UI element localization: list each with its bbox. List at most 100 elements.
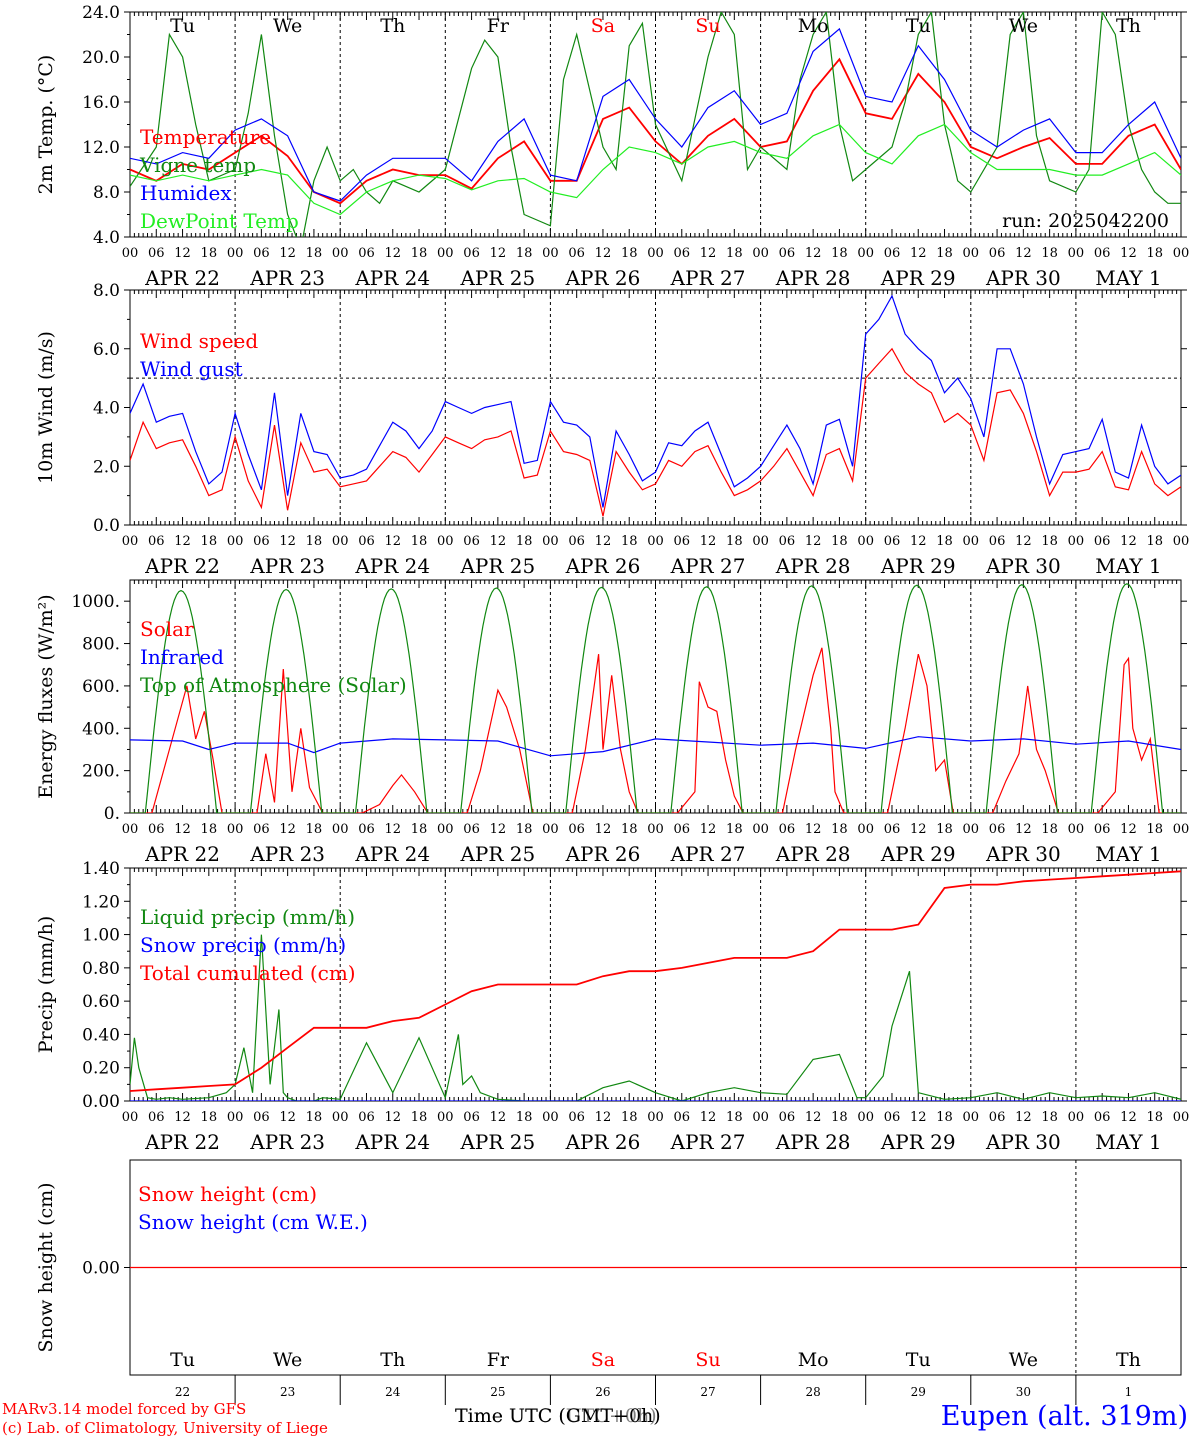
date-label: APR 26 xyxy=(565,1130,641,1154)
y-tick-label: 0.40 xyxy=(82,1025,120,1045)
weekday-label: We xyxy=(1009,15,1038,37)
legend-entry: Liquid precip (mm/h) xyxy=(140,905,355,929)
hour-tick-label: 00 xyxy=(857,822,874,837)
y-tick-label: 1.00 xyxy=(82,926,120,946)
hour-tick-label: 00 xyxy=(647,822,664,837)
hour-tick-label: 18 xyxy=(306,1110,323,1125)
series-line-3 xyxy=(130,870,1181,1092)
hour-tick-label: 12 xyxy=(910,822,927,837)
date-label: APR 25 xyxy=(459,554,535,578)
hour-tick-label: 12 xyxy=(279,822,296,837)
hour-tick-label: 06 xyxy=(989,822,1006,837)
y-tick-label: 6.0 xyxy=(93,340,120,360)
hour-tick-label: 18 xyxy=(411,1110,428,1125)
hour-tick-label: 18 xyxy=(621,1110,638,1125)
y-tick-label: 8.0 xyxy=(93,281,120,301)
hour-tick-label: 06 xyxy=(253,1110,270,1125)
legend-entry: Top of Atmosphere (Solar) xyxy=(140,673,407,697)
date-label: APR 28 xyxy=(775,1130,851,1154)
hour-tick-label: 12 xyxy=(490,1110,507,1125)
y-tick-label: 1.40 xyxy=(82,859,120,879)
hour-tick-label: 18 xyxy=(516,246,533,261)
hour-tick-label: 06 xyxy=(358,1110,375,1125)
hour-tick-label: 00 xyxy=(1068,822,1085,837)
hour-tick-label: 06 xyxy=(884,246,901,261)
hour-tick-label: 00 xyxy=(963,822,980,837)
date-label: APR 24 xyxy=(354,1130,430,1154)
hour-tick-label: 12 xyxy=(174,246,191,261)
hour-tick-label: 12 xyxy=(1120,822,1137,837)
x-axis-label-overlay: Time UTC (UTC+0h) xyxy=(455,1405,657,1427)
hour-tick-label: 18 xyxy=(726,534,743,549)
hour-tick-label: 06 xyxy=(779,534,796,549)
hour-tick-label: 18 xyxy=(1041,1110,1058,1125)
legend-entry: Total cumulated (cm) xyxy=(140,961,356,985)
hour-tick-label: 12 xyxy=(805,822,822,837)
hour-tick-label: 06 xyxy=(463,246,480,261)
weekday-label: Tu xyxy=(170,15,195,37)
date-label: APR 22 xyxy=(144,266,220,290)
hour-tick-label: 00 xyxy=(752,246,769,261)
y-axis-label: 10m Wind (m/s) xyxy=(35,331,57,484)
hour-tick-label: 00 xyxy=(963,246,980,261)
hour-tick-label: 12 xyxy=(384,1110,401,1125)
y-axis-label: Precip (mm/h) xyxy=(35,916,57,1054)
hour-tick-label: 06 xyxy=(884,1110,901,1125)
legend-entry: Wind gust xyxy=(140,357,243,381)
hour-tick-label: 12 xyxy=(174,534,191,549)
weekday-label: Tu xyxy=(906,15,931,37)
y-tick-label: 0.0 xyxy=(93,516,120,536)
weekday-label: Mo xyxy=(798,15,829,37)
hour-tick-label: 00 xyxy=(227,822,244,837)
hour-tick-label: 18 xyxy=(306,246,323,261)
hour-tick-label: 18 xyxy=(1146,822,1163,837)
hour-tick-label: 12 xyxy=(279,1110,296,1125)
panel-2: 00 06 12 18 00 06 12 18 00 06 12 18 00 06 12 18 00 06 12 18… xyxy=(35,281,1189,578)
series-line-1 xyxy=(130,934,1181,1101)
hour-tick-label: 00 xyxy=(752,1110,769,1125)
weekday-label: Fr xyxy=(487,15,510,37)
date-label: APR 27 xyxy=(670,842,746,866)
y-tick-label: 1000. xyxy=(71,592,120,612)
legend-entry: Humidex xyxy=(140,181,232,205)
hour-tick-label: 00 xyxy=(122,822,139,837)
hour-tick-label: 18 xyxy=(621,534,638,549)
y-tick-label: 0.00 xyxy=(82,1092,120,1112)
y-tick-label: 800. xyxy=(82,635,120,655)
hour-tick-label: 18 xyxy=(1146,534,1163,549)
hour-tick-label: 00 xyxy=(227,1110,244,1125)
hour-tick-label: 00 xyxy=(332,246,349,261)
hour-tick-label: 00 xyxy=(227,246,244,261)
hour-tick-label: 12 xyxy=(805,534,822,549)
hour-tick-label: 06 xyxy=(1094,1110,1111,1125)
hour-tick-label: 00 xyxy=(542,534,559,549)
hour-tick-label: 00 xyxy=(857,1110,874,1125)
hour-tick-label: 06 xyxy=(989,534,1006,549)
date-label: APR 30 xyxy=(985,1130,1061,1154)
series-line-1 xyxy=(130,57,1181,205)
hour-tick-label: 00 xyxy=(857,534,874,549)
day-number-label: 27 xyxy=(700,1385,715,1399)
lab-credit: (c) Lab. of Climatology, University of L… xyxy=(2,1419,328,1437)
hour-tick-label: 00 xyxy=(332,822,349,837)
hour-tick-label: 18 xyxy=(936,822,953,837)
hour-tick-label: 18 xyxy=(516,534,533,549)
legend-entry: DewPoint Temp xyxy=(140,209,299,233)
hour-tick-label: 06 xyxy=(1094,534,1111,549)
hour-tick-label: 06 xyxy=(148,246,165,261)
date-label: APR 22 xyxy=(144,554,220,578)
series-line-2 xyxy=(130,12,1181,237)
date-label: APR 23 xyxy=(249,842,325,866)
hour-tick-label: 12 xyxy=(1120,534,1137,549)
hour-tick-label: 18 xyxy=(411,822,428,837)
weekday-label: Tu xyxy=(170,1349,195,1371)
date-label: APR 24 xyxy=(354,554,430,578)
hour-tick-label: 06 xyxy=(568,1110,585,1125)
date-label: APR 26 xyxy=(565,842,641,866)
legend-entry: Solar xyxy=(140,617,194,641)
date-label: APR 29 xyxy=(880,554,956,578)
weekday-label: Sa xyxy=(591,1349,615,1371)
hour-tick-label: 00 xyxy=(227,534,244,549)
hour-tick-label: 12 xyxy=(805,246,822,261)
hour-tick-label: 06 xyxy=(1094,246,1111,261)
